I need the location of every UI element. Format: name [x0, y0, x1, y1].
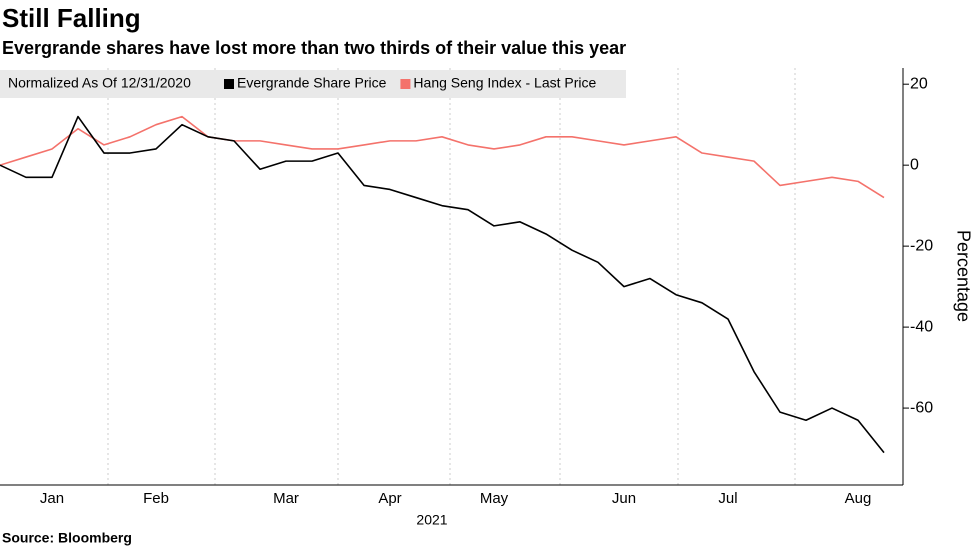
x-tick-label: Jan: [40, 490, 64, 507]
series-line: [0, 115, 885, 199]
legend-label: Evergrande Share Price: [237, 75, 387, 91]
series-line: [0, 115, 885, 454]
y-tick-label: -20: [910, 237, 933, 254]
legend-box: [0, 70, 626, 98]
x-tick-label: Feb: [143, 490, 169, 507]
legend-swatch: [224, 79, 234, 89]
y-tick-label: -40: [910, 318, 933, 335]
legend-title: Normalized As Of 12/31/2020: [8, 75, 191, 91]
y-axis-label: Percentage: [953, 230, 973, 322]
x-tick-label: Mar: [273, 490, 299, 507]
month-dividers: [107, 68, 796, 485]
legend-swatch: [400, 79, 411, 89]
x-tick-label: Aug: [845, 490, 872, 507]
x-tick-label: Apr: [378, 490, 401, 507]
source: Source: Bloomberg: [2, 530, 132, 546]
y-tick-label: 20: [910, 75, 928, 92]
x-axis-label: 2021: [416, 512, 447, 528]
chart-title: Still Falling: [2, 3, 141, 33]
x-tick-label: May: [480, 490, 509, 507]
chart-subtitle: Evergrande shares have lost more than tw…: [2, 38, 626, 58]
x-tick-label: Jun: [612, 490, 636, 507]
y-tick-label: 0: [910, 156, 919, 173]
legend-label: Hang Seng Index - Last Price: [413, 75, 596, 91]
y-tick-label: -60: [910, 399, 933, 416]
x-tick-label: Jul: [718, 490, 737, 507]
